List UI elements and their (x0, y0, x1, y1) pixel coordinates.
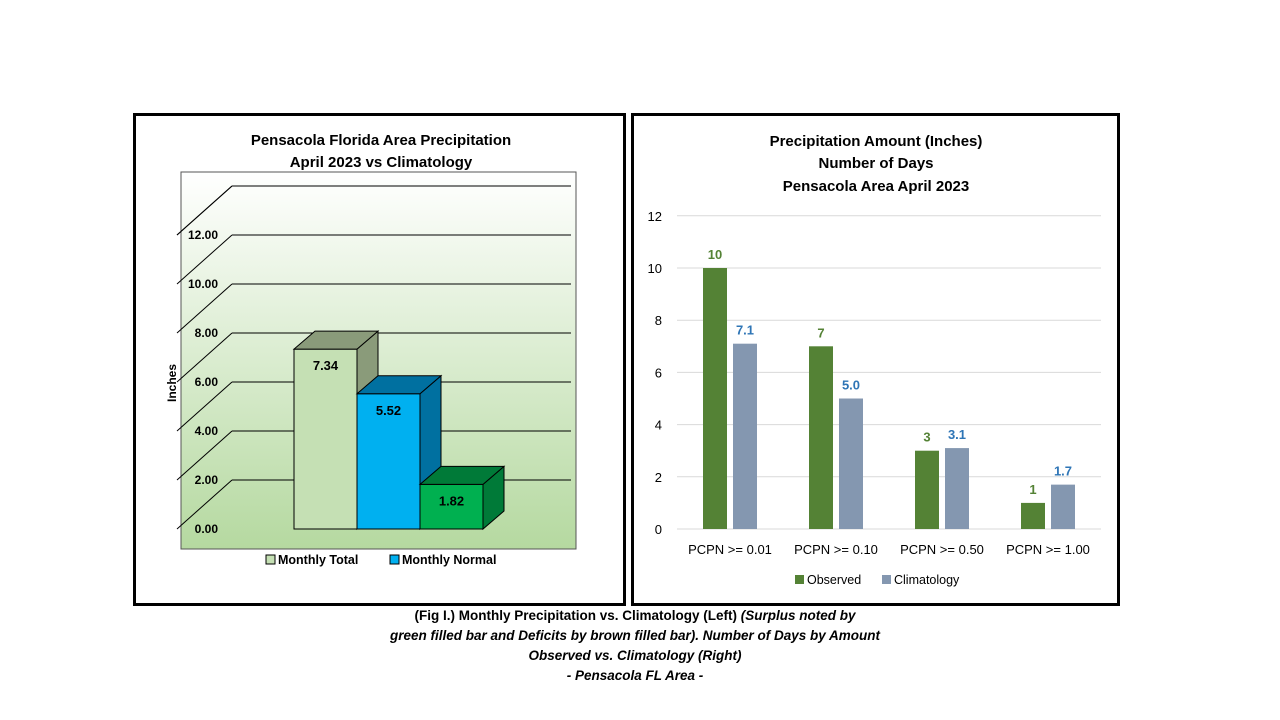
legend-label: Monthly Normal (402, 553, 496, 567)
bar-top (292, 330, 380, 350)
y-tick-label: 2.00 (195, 473, 219, 487)
y-tick-label: 6.00 (195, 375, 219, 389)
right-chart-panel: Precipitation Amount (Inches) Number of … (631, 113, 1120, 606)
bar-climatology (945, 448, 969, 529)
bar-climatology (839, 398, 863, 529)
x-tick-label: PCPN >= 0.50 (900, 542, 984, 557)
bar-observed (915, 450, 939, 529)
gridline-diagonal (176, 234, 233, 285)
legend-swatch (265, 554, 276, 565)
data-label: 10 (708, 247, 722, 262)
data-label: 5.52 (376, 403, 401, 418)
legend-swatch (389, 554, 400, 565)
data-label: 1.82 (439, 493, 464, 508)
y-tick-label: 4.00 (195, 424, 219, 438)
caption-line-1-bold: (Fig I.) Monthly Precipitation vs. Clima… (414, 608, 741, 623)
x-tick-label: PCPN >= 0.01 (688, 542, 772, 557)
legend-label: Climatology (894, 573, 960, 587)
y-tick-label: 2 (655, 470, 662, 485)
y-tick-label: 12.00 (188, 228, 218, 242)
chart-title-line-1: Pensacola Florida Area Precipitation (251, 132, 511, 149)
caption-line-4: - Pensacola FL Area - (566, 668, 704, 683)
gridline-diagonal (176, 283, 233, 334)
x-tick-label: PCPN >= 0.10 (794, 542, 878, 557)
bar-climatology (1051, 484, 1075, 529)
gridline-diagonal (176, 332, 233, 383)
data-label: 3.1 (948, 427, 966, 442)
bar-front (356, 393, 421, 530)
data-label: 7 (817, 325, 824, 340)
chart-title-line-2: Number of Days (818, 155, 933, 172)
chart-title-line-2: April 2023 vs Climatology (290, 154, 473, 171)
data-label: 7.34 (313, 358, 339, 373)
data-label: 1.7 (1054, 464, 1072, 479)
gridline-diagonal (176, 381, 233, 432)
legend-swatch (882, 575, 891, 584)
bar-front (293, 348, 358, 530)
data-label: 1 (1029, 482, 1036, 497)
monthly-precipitation-chart: Pensacola Florida Area Precipitation Apr… (165, 132, 577, 567)
y-tick-label: 12 (648, 209, 662, 224)
y-tick-label: 0 (655, 522, 662, 537)
bar-climatology (733, 343, 757, 529)
left-chart-panel: Pensacola Florida Area Precipitation Apr… (133, 113, 626, 606)
bar-3d: 1.82 (418, 465, 506, 531)
bar-top (418, 465, 506, 485)
caption-line-3: Observed vs. Climatology (Right) (528, 648, 742, 663)
y-tick-label: 10 (648, 261, 662, 276)
bar-observed (1021, 502, 1045, 529)
days-by-amount-chart: Precipitation Amount (Inches) Number of … (648, 133, 1101, 587)
y-axis-label: Inches (165, 364, 179, 402)
chart-title-line-1: Precipitation Amount (Inches) (770, 133, 983, 150)
legend-label: Monthly Total (278, 553, 358, 567)
data-label: 7.1 (736, 323, 754, 338)
caption-line-1-italic: (Surplus noted by (740, 608, 856, 623)
figure-caption: (Fig I.) Monthly Precipitation vs. Clima… (300, 606, 970, 686)
caption-line-2: green filled bar and Deficits by brown f… (389, 628, 881, 643)
bar-top (355, 375, 443, 395)
y-tick-label: 0.00 (195, 522, 219, 536)
data-label: 3 (923, 430, 930, 445)
y-tick-label: 10.00 (188, 277, 218, 291)
chart-title-line-3: Pensacola Area April 2023 (783, 178, 970, 195)
x-tick-label: PCPN >= 1.00 (1006, 542, 1090, 557)
y-tick-label: 4 (655, 418, 662, 433)
gridline-diagonal (176, 479, 233, 530)
data-label: 5.0 (842, 378, 860, 393)
wall-edge (176, 185, 233, 236)
gridline-diagonal (176, 430, 233, 481)
y-tick-label: 8.00 (195, 326, 219, 340)
bar-observed (703, 268, 727, 529)
y-tick-label: 6 (655, 365, 662, 380)
y-tick-label: 8 (655, 313, 662, 328)
legend-swatch (795, 575, 804, 584)
legend-label: Observed (807, 573, 861, 587)
caption-line-1: (Fig I.) Monthly Precipitation vs. Clima… (300, 606, 970, 626)
bar-observed (809, 346, 833, 529)
